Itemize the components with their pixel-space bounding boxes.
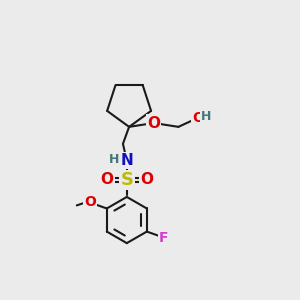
Text: O: O [193, 111, 204, 124]
Text: N: N [120, 153, 133, 168]
Text: H: H [201, 110, 211, 123]
Text: O: O [140, 172, 153, 188]
Text: O: O [100, 172, 113, 188]
Text: O: O [147, 116, 160, 130]
Text: F: F [159, 231, 169, 245]
Text: S: S [120, 171, 133, 189]
Text: H: H [109, 153, 120, 166]
Text: O: O [84, 195, 96, 209]
